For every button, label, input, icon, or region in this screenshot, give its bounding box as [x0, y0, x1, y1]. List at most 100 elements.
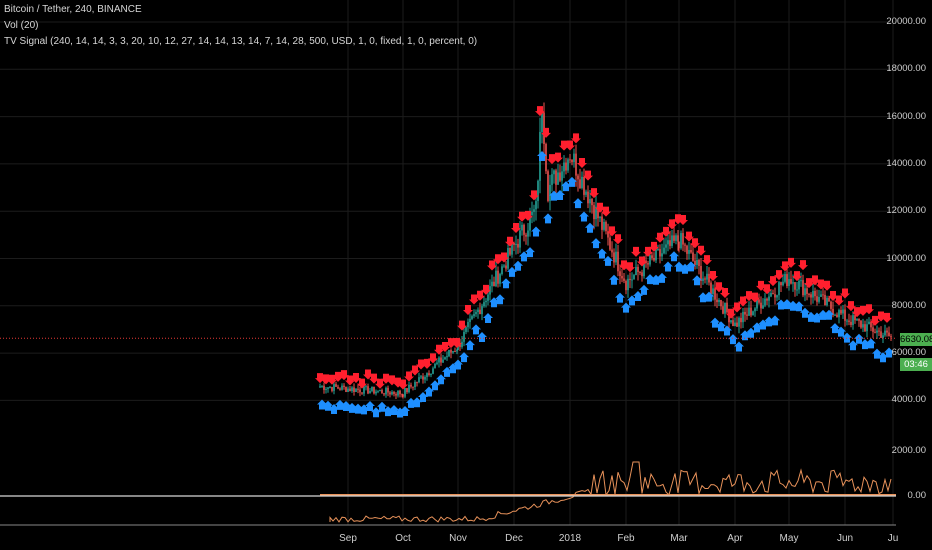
candle-body: [868, 321, 870, 325]
buy-signal-arrow: [716, 321, 726, 332]
candle-body: [736, 322, 738, 327]
buy-signal-arrow: [371, 407, 381, 418]
sell-signal-arrow: [625, 262, 635, 273]
candle-body: [387, 387, 389, 393]
candle-body: [428, 373, 430, 376]
candle-body: [581, 176, 583, 189]
candle-body: [385, 387, 387, 395]
sell-signal-arrow: [822, 280, 832, 291]
candle-body: [686, 245, 688, 254]
candle-body: [854, 315, 856, 321]
candle-body: [621, 276, 623, 279]
candle-body: [688, 249, 690, 254]
candle-body: [393, 391, 395, 394]
candle-body: [553, 170, 555, 175]
sell-signal-arrow: [607, 226, 617, 237]
candle-body: [446, 356, 448, 358]
candle-body: [383, 393, 385, 395]
candle-body: [363, 386, 365, 394]
candle-body: [848, 320, 850, 322]
sell-signal-arrow: [589, 188, 599, 199]
candle-body: [535, 201, 537, 210]
sell-signal-arrow: [553, 152, 563, 163]
candle-body: [890, 336, 892, 338]
candle-body: [561, 171, 563, 181]
buy-signal-arrow: [812, 312, 822, 323]
buy-signal-arrow: [465, 340, 475, 351]
candle-body: [680, 233, 682, 249]
candle-body: [653, 257, 655, 261]
candle-body: [420, 376, 422, 378]
candle-body: [355, 388, 357, 393]
candle-body: [450, 349, 452, 353]
candle-body: [698, 259, 700, 266]
candle-body: [814, 290, 816, 297]
sell-signal-arrow: [511, 223, 521, 234]
buy-signal-arrow: [347, 402, 357, 413]
candle-body: [824, 294, 826, 306]
buy-signal-arrow: [609, 274, 619, 285]
candle-body: [557, 172, 559, 185]
candle-body: [436, 362, 438, 364]
buy-signal-arrow: [317, 399, 327, 410]
candle-body: [778, 282, 780, 296]
time-axis-label: Feb: [617, 533, 635, 544]
buy-signal-arrow: [645, 274, 655, 285]
sell-signal-arrow: [559, 140, 569, 151]
candle-body: [379, 389, 381, 391]
candle-body: [353, 387, 355, 393]
volume-legend[interactable]: Vol (20): [4, 20, 39, 31]
indicator-line: [329, 461, 892, 523]
candle-body: [862, 324, 864, 328]
candle-body: [399, 390, 401, 395]
sell-signal-arrow: [684, 231, 694, 242]
candle-body: [410, 384, 412, 387]
candle-body: [473, 314, 475, 317]
sell-signal-arrow: [655, 232, 665, 243]
sell-signal-arrow: [416, 359, 426, 370]
candle-body: [471, 316, 473, 319]
candle-body: [822, 294, 824, 296]
candle-body: [515, 243, 517, 245]
buy-signal-arrow: [561, 181, 571, 192]
candle-body: [603, 221, 605, 230]
buy-signal-arrow: [686, 261, 696, 272]
candles: [319, 102, 892, 399]
candle-body: [531, 211, 533, 216]
sell-signal-arrow: [810, 275, 820, 286]
sell-signal-arrow: [571, 133, 581, 144]
candle-body: [349, 388, 351, 392]
candle-body: [888, 332, 890, 337]
sell-signal-arrow: [321, 374, 331, 385]
buy-signal-arrow: [615, 292, 625, 303]
sell-signal-arrow: [798, 260, 808, 271]
candle-body: [768, 296, 770, 301]
sell-signal-arrow: [333, 371, 343, 382]
buy-signal-arrow: [549, 190, 559, 201]
candle-body: [786, 274, 788, 286]
candle-body: [716, 299, 718, 303]
candle-body: [424, 377, 426, 380]
buy-signal-arrow: [657, 272, 667, 283]
candle-body: [617, 251, 619, 272]
symbol-legend[interactable]: Bitcoin / Tether, 240, BINANCE: [4, 4, 142, 15]
candle-body: [615, 251, 617, 263]
candle-body: [551, 174, 553, 185]
candle-body: [730, 320, 732, 323]
indicator-legend[interactable]: TV Signal (240, 14, 14, 3, 3, 20, 10, 12…: [4, 36, 478, 47]
buy-signal-arrow: [585, 222, 595, 233]
candle-body: [605, 221, 607, 232]
candle-body: [459, 343, 461, 347]
candle-body: [595, 206, 597, 220]
candle-body: [487, 294, 489, 301]
candle-body: [442, 359, 444, 363]
buy-signal-arrow: [555, 190, 565, 201]
time-axis-label: Nov: [449, 533, 467, 544]
candle-body: [333, 384, 335, 391]
candle-body: [796, 289, 798, 291]
buy-signal-arrow: [639, 284, 649, 295]
candle-body: [637, 266, 639, 273]
sell-signal-arrow: [452, 337, 462, 348]
candle-body: [732, 320, 734, 327]
